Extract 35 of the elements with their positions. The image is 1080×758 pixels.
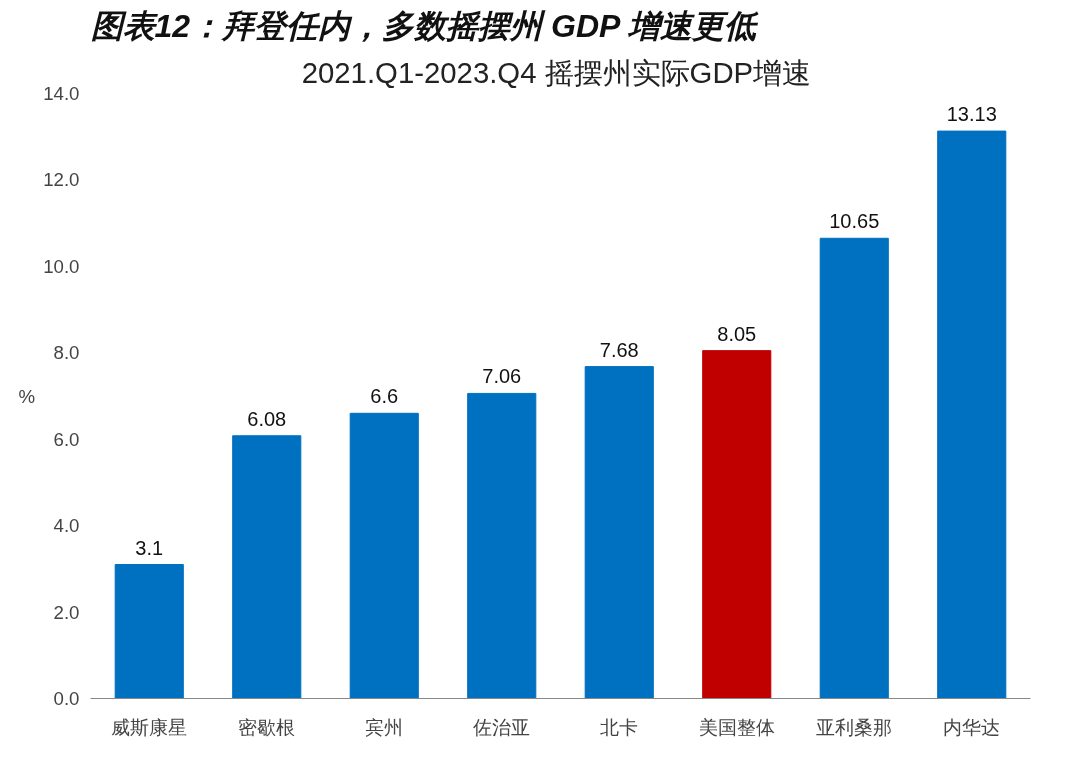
x-tick-label: 密歇根: [238, 716, 296, 738]
data-label: 13.13: [946, 103, 997, 126]
x-tick-label: 北卡: [600, 716, 639, 738]
bar: [349, 412, 419, 699]
bar: [702, 350, 772, 699]
bar: [937, 130, 1007, 699]
y-axis-title: %: [18, 385, 36, 407]
data-label: 10.65: [829, 210, 880, 233]
bar: [467, 392, 537, 699]
x-tick-label: 美国整体: [698, 716, 775, 738]
data-label: 3.1: [135, 536, 164, 559]
bar: [114, 564, 184, 699]
bar: [584, 366, 654, 699]
x-tick-label: 威斯康星: [111, 716, 188, 738]
data-label: 7.06: [482, 365, 522, 388]
data-label: 6.6: [370, 385, 399, 408]
y-tick-label: 6.0: [53, 428, 80, 450]
data-label: 7.68: [599, 338, 639, 361]
bar: [819, 237, 889, 699]
chart-title: 图表12：拜登任内，多数摇摆州 GDP 增速更低: [90, 7, 760, 44]
data-label: 8.05: [717, 322, 757, 345]
y-tick-label: 2.0: [53, 601, 80, 623]
y-tick-label: 8.0: [53, 342, 80, 364]
x-tick-label: 宾州: [365, 716, 404, 738]
y-tick-label: 14.0: [43, 83, 80, 104]
data-label: 6.08: [247, 407, 287, 430]
x-tick-label: 内华达: [943, 716, 1001, 738]
y-tick-label: 0.0: [53, 688, 80, 709]
y-tick-label: 12.0: [43, 169, 80, 191]
chart-subtitle: 2021.Q1-2023.Q4 摇摆州实际GDP增速: [301, 55, 812, 89]
bar: [232, 435, 302, 699]
y-tick-label: 4.0: [53, 515, 80, 537]
x-tick-label: 亚利桑那: [816, 716, 893, 738]
y-tick-label: 10.0: [43, 255, 80, 277]
x-tick-label: 佐治亚: [473, 716, 531, 738]
